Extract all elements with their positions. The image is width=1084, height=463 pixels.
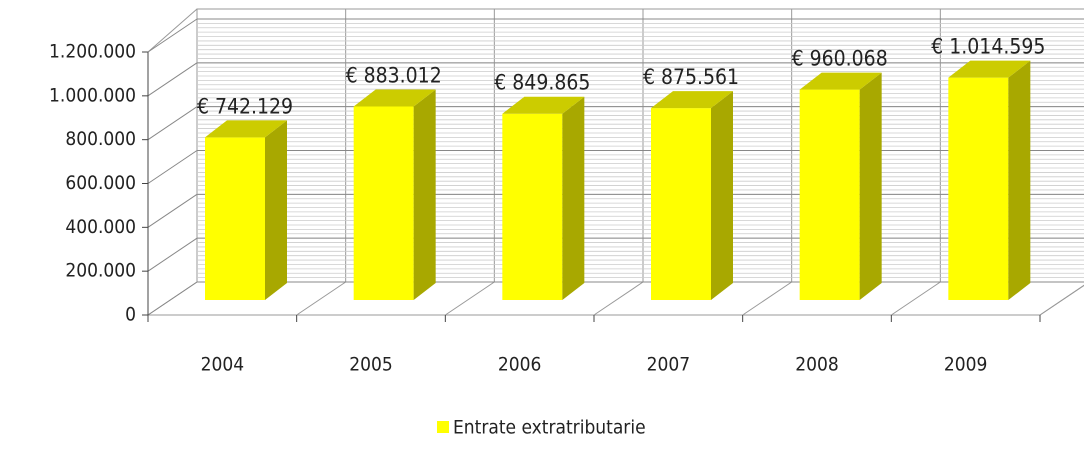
y-tick-label: 1.000.000 <box>49 84 136 106</box>
floor-line <box>296 281 346 316</box>
value-label: € 742.129 <box>197 94 293 118</box>
side-grid-line <box>147 106 198 141</box>
bar <box>799 89 860 300</box>
floor-line <box>593 281 644 316</box>
side-grid-line <box>147 237 198 272</box>
side-wall <box>147 8 198 316</box>
bar-side <box>562 96 585 301</box>
bar-side <box>711 91 733 300</box>
bar <box>353 106 414 300</box>
floor-line <box>445 281 495 316</box>
y-tick-label: 800.000 <box>65 128 136 150</box>
side-grid-line <box>147 281 198 316</box>
value-label: € 883.012 <box>346 63 442 87</box>
floor-line <box>891 281 941 316</box>
y-tick-label: 400.000 <box>65 216 136 238</box>
x-tick-label: 2009 <box>944 354 988 376</box>
bar-top <box>799 72 882 90</box>
bar-top <box>205 120 287 138</box>
floor-line <box>1039 284 1084 316</box>
x-tick-label: 2007 <box>647 354 691 376</box>
floor-line <box>742 281 792 316</box>
x-tick-label: 2004 <box>201 354 245 376</box>
y-tick-label: 0 <box>125 304 136 326</box>
y-tick-label: 600.000 <box>65 172 136 194</box>
value-label: € 849.865 <box>494 71 590 95</box>
x-tick-label: 2008 <box>795 354 839 376</box>
bar-side <box>859 72 882 300</box>
bar-side <box>265 120 287 300</box>
side-grid-line <box>147 62 198 97</box>
y-tick-label: 200.000 <box>65 260 136 282</box>
legend-label: Entrate extratributarie <box>453 417 646 439</box>
x-tick-label: 2005 <box>349 354 393 376</box>
legend-swatch <box>437 421 449 433</box>
side-grid-line <box>147 150 198 184</box>
x-tick-label: 2006 <box>498 354 542 376</box>
value-label: € 960.068 <box>792 47 888 71</box>
bar-side <box>413 89 436 300</box>
bar-top <box>502 96 585 114</box>
bar <box>948 77 1009 300</box>
bar <box>651 108 711 300</box>
bar <box>502 113 563 301</box>
floor <box>148 284 1084 316</box>
bar-side <box>1008 60 1031 300</box>
y-tick-label: 1.200.000 <box>49 41 136 63</box>
value-label: € 875.561 <box>643 65 739 89</box>
side-grid-line <box>147 193 198 228</box>
side-grid-line <box>147 18 198 53</box>
bar <box>205 137 265 300</box>
bar-top <box>948 60 1031 78</box>
bar-top <box>353 89 436 107</box>
value-label: € 1.014.595 <box>931 35 1045 59</box>
bar-top <box>651 91 733 109</box>
